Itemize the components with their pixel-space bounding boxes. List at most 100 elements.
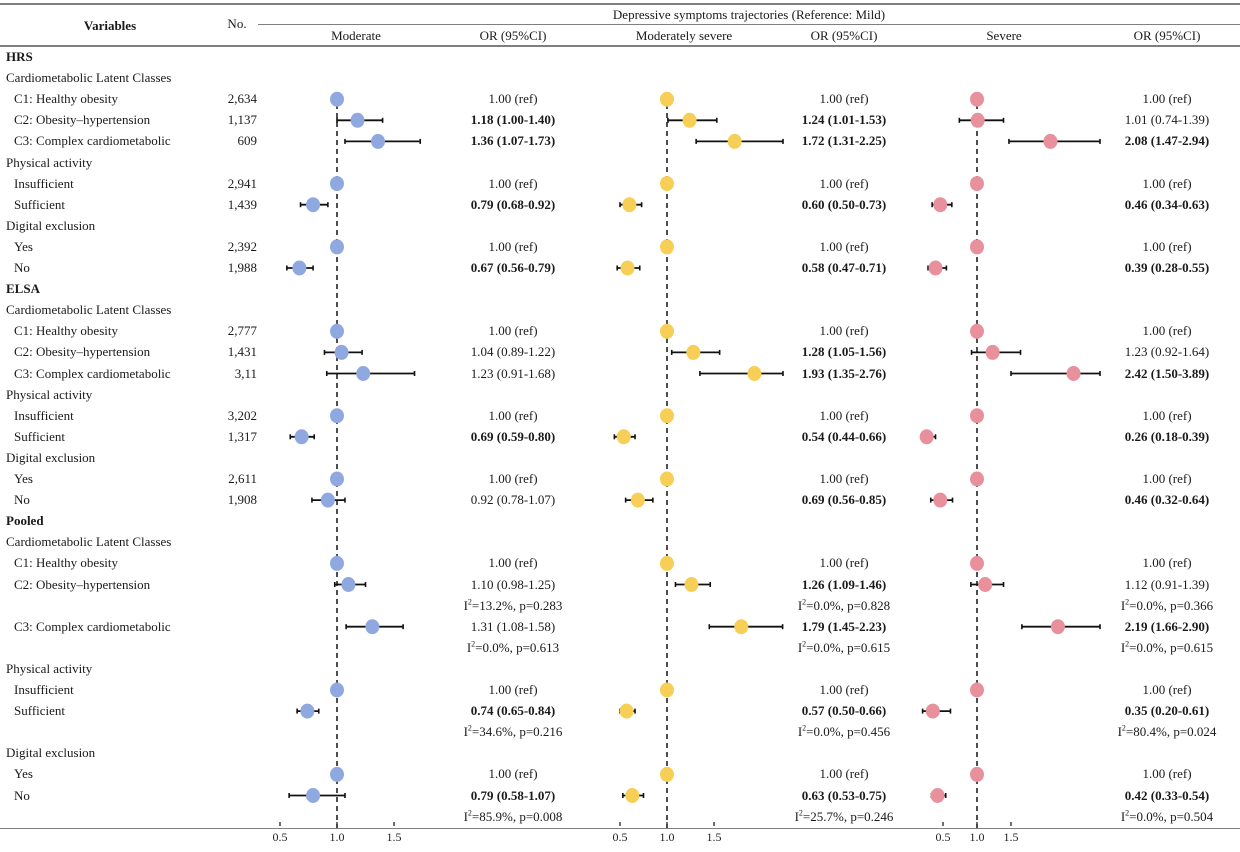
row-label: Insufficient [14,175,74,191]
axis-tick-label: 0.5 [613,830,628,844]
or-text: 1.00 (ref) [1142,766,1192,782]
heterogeneity-text: I2=0.0%, p=0.366 [1121,598,1213,614]
header-moderate: Moderate [331,28,381,43]
axis-tick-label: 1.5 [707,830,722,844]
group-label: Digital exclusion [6,449,96,465]
heterogeneity-text: I2=25.7%, p=0.246 [795,809,894,825]
or-text: 1.00 (ref) [488,555,538,571]
or-text: 1.72 (1.31-2.25) [801,133,887,149]
or-text: 0.58 (0.47-0.71) [801,260,887,275]
row-n: 1,439 [227,196,257,212]
i2-superscript: 2 [802,597,807,607]
point-estimate [970,112,985,128]
row-label: Sufficient [14,428,66,444]
i2-symbol: I [463,724,468,740]
or-text: 0.74 (0.65-0.84) [470,703,556,719]
point-estimate [660,555,674,571]
or-text: 0.57 (0.50-0.66) [801,703,887,719]
row-n: 2,941 [227,175,257,191]
point-estimate [620,260,635,276]
point-estimate [330,323,344,339]
or-text: 1.93 (1.35-2.76) [801,365,887,381]
or-text: 1.00 (ref) [488,471,538,486]
point-estimate [684,577,699,592]
row-n: 1,431 [227,344,257,360]
axis-tick-label: 1.0 [660,830,675,844]
or-text: 1.31 (1.08-1.58) [470,618,556,634]
or-text: 1.24 (1.01-1.53) [801,112,887,128]
axis-tick-label: 0.5 [936,830,951,844]
or-text: 0.60 (0.50-0.73) [801,196,887,212]
or-text: 1.00 (ref) [488,238,538,254]
i2-symbol: I [1120,597,1126,613]
or-text: 1.00 (ref) [488,766,538,782]
point-estimate [919,429,934,445]
point-estimate [320,492,335,508]
or-text: 0.92 (0.78-1.07) [470,492,556,508]
row-label: No [14,260,30,275]
header-bottom-rule [0,45,1240,47]
point-estimate [330,766,344,782]
group-label: Cardiometabolic Latent Classes [6,534,172,550]
or-text: 1.00 (ref) [819,766,869,782]
group-label: Cardiometabolic Latent Classes [6,70,172,86]
or-text: 1.79 (1.45-2.23) [801,618,887,634]
point-estimate [619,703,634,719]
point-estimate [330,176,344,192]
or-text: 1.00 (ref) [819,407,869,423]
row-label: C3: Complex cardiometabolic [14,133,171,149]
row-n: 2,634 [227,91,257,107]
or-text: 1.00 (ref) [819,471,869,486]
or-text: 0.42 (0.33-0.54) [1124,787,1210,803]
i2-superscript: 2 [467,597,472,607]
heterogeneity-text: I2=0.0%, p=0.615 [1121,640,1213,656]
point-estimate [371,133,386,149]
point-estimate [616,429,631,445]
point-estimate [682,112,697,128]
i2-superscript: 2 [1125,597,1130,607]
point-estimate [930,788,945,803]
i2-superscript: 2 [1125,639,1130,649]
or-text: 1.00 (ref) [1142,175,1192,191]
row-label: Insufficient [14,682,74,697]
point-estimate [985,344,1000,360]
section-label: ELSA [6,281,40,297]
point-estimate [330,408,344,424]
or-text: 1.36 (1.07-1.73) [470,133,556,149]
i2-value: =25.7%, p=0.246 [802,808,894,824]
point-estimate [970,471,984,487]
group-label: Physical activity [6,386,93,402]
heterogeneity-text: I2=34.6%, p=0.216 [464,724,563,740]
row-label: C2: Obesity–hypertension [14,112,151,128]
i2-symbol: I [463,808,468,824]
row-n: 2,392 [227,238,257,254]
heterogeneity-text: I2=0.0%, p=0.504 [1121,809,1213,825]
i2-symbol: I [797,724,803,740]
i2-symbol: I [1120,808,1126,824]
i2-symbol: I [1120,639,1126,655]
axis-rule [0,828,1240,829]
row-n: 609 [237,133,258,149]
row-label: Yes [14,471,33,486]
row-label: C2: Obesity–hypertension [14,576,151,592]
row-n: 2,777 [227,323,257,339]
group-label: Physical activity [6,660,93,676]
point-estimate [970,239,984,255]
point-estimate [970,91,984,107]
point-estimate [622,197,637,213]
header-or-moderate: OR (95%CI) [479,28,547,43]
i2-value: =80.4%, p=0.024 [1125,724,1217,740]
i2-symbol: I [1117,724,1122,740]
i2-superscript: 2 [802,639,807,649]
point-estimate [330,91,344,107]
point-estimate [970,682,984,698]
heterogeneity-text: I2=0.0%, p=0.613 [467,640,559,656]
i2-value: =0.0%, p=0.504 [1129,808,1214,824]
row-n: 3,11 [234,365,257,381]
or-text: 1.00 (ref) [488,91,538,107]
axis-tick-label: 1.0 [330,830,345,844]
point-estimate [660,408,674,424]
group-label: Physical activity [6,154,93,170]
or-text: 1.00 (ref) [819,682,869,697]
